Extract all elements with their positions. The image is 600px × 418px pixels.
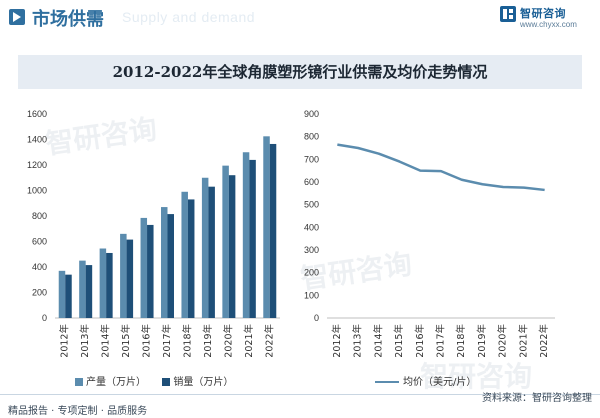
y-tick-label: 600	[32, 237, 47, 247]
y-tick-label: 200	[304, 268, 319, 278]
bar-sales	[85, 265, 93, 318]
y-tick-label: 500	[304, 200, 319, 210]
brand-url: www.chyxx.com	[520, 20, 577, 29]
y-tick-label: 400	[32, 262, 47, 272]
legend-swatch-production	[75, 378, 83, 386]
section-title: 市场供需	[32, 9, 104, 30]
y-tick-label: 1400	[27, 135, 47, 145]
legend-label-production: 产量（万片）	[86, 377, 146, 388]
x-tick-label: 2020年	[497, 324, 509, 358]
bar-production	[222, 165, 229, 318]
bar-sales	[167, 214, 174, 318]
bar-sales	[106, 252, 113, 318]
bar-sales	[147, 224, 154, 318]
data-source: 资料来源：智研咨询整理	[482, 393, 592, 404]
bar-production	[181, 191, 188, 318]
x-tick-label: 2019年	[202, 324, 214, 358]
y-tick-label: 1000	[27, 186, 47, 196]
bar-sales	[126, 239, 134, 318]
y-tick-label: 600	[304, 177, 319, 187]
chart-title-band: 2012-2022年全球角膜塑形镜行业供需及均价走势情况	[18, 55, 582, 89]
bar-production	[79, 260, 86, 318]
price-line	[337, 143, 545, 192]
y-tick-label: 900	[304, 109, 319, 119]
legend-swatch-sales	[162, 378, 171, 386]
y-tick-label: 700	[304, 154, 319, 164]
x-tick-label: 2016年	[141, 324, 153, 358]
y-tick-label: 800	[32, 211, 47, 221]
bar-sales	[187, 199, 195, 318]
bar-production	[242, 152, 250, 318]
legend-swatch-price	[375, 381, 399, 383]
section-ghost-title: Supply and demand	[122, 9, 256, 25]
y-tick-label: 300	[304, 245, 319, 255]
bar-sales	[249, 159, 256, 318]
x-tick-label: 2022年	[538, 324, 550, 358]
x-tick-label: 2012年	[59, 324, 71, 358]
y-tick-label: 0	[314, 313, 319, 323]
page-header: 市场供需 Supply and demand 智研咨询 www.chyxx.co…	[0, 0, 600, 36]
y-tick-label: 100	[304, 290, 319, 300]
bar-production	[120, 233, 127, 318]
bar-legend: 产量（万片） 销量（万片）	[75, 373, 233, 388]
footer-tagline: 精品报告 · 专项定制 · 品质服务	[8, 406, 148, 417]
x-tick-label: 2018年	[455, 324, 467, 358]
y-tick-label: 200	[32, 288, 47, 298]
chart-title: 2012-2022年全球角膜塑形镜行业供需及均价走势情况	[112, 63, 488, 81]
x-tick-label: 2017年	[161, 324, 173, 358]
watermark: 智研咨询	[420, 360, 533, 393]
bar-sales	[228, 175, 236, 318]
x-tick-label: 2015年	[393, 324, 405, 358]
x-tick-label: 2022年	[263, 324, 275, 358]
x-tick-label: 2013年	[79, 324, 91, 358]
brand-logo-icon	[500, 6, 516, 22]
y-tick-label: 800	[304, 132, 319, 142]
x-tick-label: 2020年	[222, 324, 234, 358]
bar-production	[263, 136, 270, 318]
brand-logo-block: 智研咨询 www.chyxx.com	[500, 4, 590, 32]
legend-label-price: 均价（美元/片）	[403, 377, 477, 388]
bar-production	[161, 207, 168, 318]
x-tick-label: 2012年	[331, 324, 343, 358]
legend-label-sales: 销量（万片）	[173, 377, 234, 388]
bar-production	[99, 248, 107, 318]
y-tick-label: 400	[304, 222, 319, 232]
y-tick-label: 1200	[27, 160, 47, 170]
x-tick-label: 2019年	[476, 324, 488, 358]
brand-name: 智研咨询	[520, 7, 566, 20]
footer-divider	[0, 394, 600, 395]
y-tick-label: 1600	[27, 109, 47, 119]
line-legend: 均价（美元/片）	[375, 373, 476, 388]
bar-production	[140, 217, 148, 318]
x-tick-label: 2014年	[100, 324, 112, 358]
bar-sales	[269, 143, 277, 318]
x-tick-label: 2014年	[372, 324, 384, 358]
bar-production	[58, 270, 66, 318]
x-tick-label: 2017年	[435, 324, 447, 358]
x-tick-label: 2021年	[243, 324, 255, 358]
bar-sales	[208, 186, 215, 318]
y-tick-label: 0	[42, 313, 47, 323]
section-icon	[9, 9, 25, 25]
x-tick-label: 2016年	[414, 324, 426, 358]
bar-sales	[65, 274, 72, 318]
x-tick-label: 2021年	[517, 324, 529, 358]
bar-production	[201, 177, 209, 318]
x-tick-label: 2013年	[352, 324, 364, 358]
x-tick-label: 2018年	[181, 324, 193, 358]
x-tick-label: 2015年	[120, 324, 132, 358]
